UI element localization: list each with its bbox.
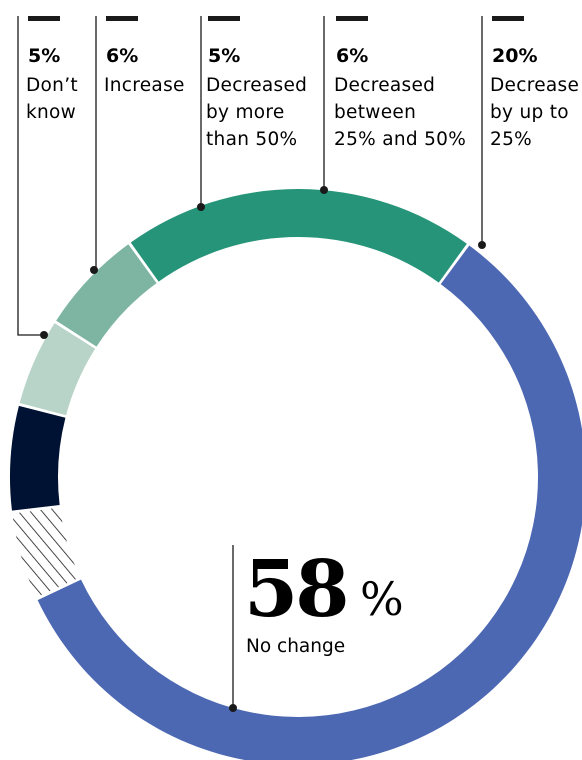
slice-labels: 5% Don’t know 6% Increase 5% Decreased by more t…	[26, 16, 579, 150]
slice-label-line: Don’t	[26, 75, 78, 96]
center-label: No change	[246, 636, 345, 657]
slice-label-line: by up to	[490, 102, 569, 123]
slice-label-line: than 50%	[206, 129, 297, 150]
slice-increase	[9, 405, 66, 511]
slice-label-line: 25%	[490, 129, 532, 150]
leader-dot	[320, 186, 328, 194]
slice-label-line: Decreased	[334, 75, 435, 96]
center-unit: %	[360, 572, 404, 626]
label-bar	[336, 16, 368, 21]
slice-label-line: 25% and 50%	[334, 129, 466, 150]
leader-dot	[90, 266, 98, 274]
slice-decreased-between-25-and-50	[56, 244, 157, 347]
slice-label-line: Increase	[104, 75, 185, 96]
slice-label-line: between	[334, 102, 416, 123]
center-callout: 58 % No change	[229, 544, 404, 712]
slice-decreased-by-more-than-50	[19, 323, 96, 416]
slice-label-line: by more	[206, 102, 285, 123]
slice-label-line: Decrease	[490, 75, 579, 96]
label-bar	[106, 16, 138, 21]
slice-label-line: know	[26, 102, 76, 123]
leader-dot	[197, 203, 205, 211]
center-leader-dot	[229, 704, 237, 712]
leader-dot	[478, 241, 486, 249]
leader-dot	[40, 331, 48, 339]
slice-pct: 5%	[208, 45, 240, 67]
slice-don-t-know	[12, 507, 80, 598]
label-bar	[492, 16, 524, 21]
label-bar	[28, 16, 60, 21]
leader-line	[17, 16, 40, 336]
donut-slices	[9, 189, 582, 760]
slice-label-line: Decreased	[206, 75, 307, 96]
slice-pct: 6%	[106, 45, 138, 67]
leader-lines	[17, 16, 486, 339]
center-value: 58	[244, 544, 347, 635]
label-bar	[208, 16, 240, 21]
slice-no-change	[37, 245, 582, 760]
slice-pct: 6%	[336, 45, 368, 67]
slice-pct: 20%	[492, 45, 537, 67]
slice-decrease-by-up-to-25	[130, 189, 467, 283]
slice-pct: 5%	[28, 45, 60, 67]
